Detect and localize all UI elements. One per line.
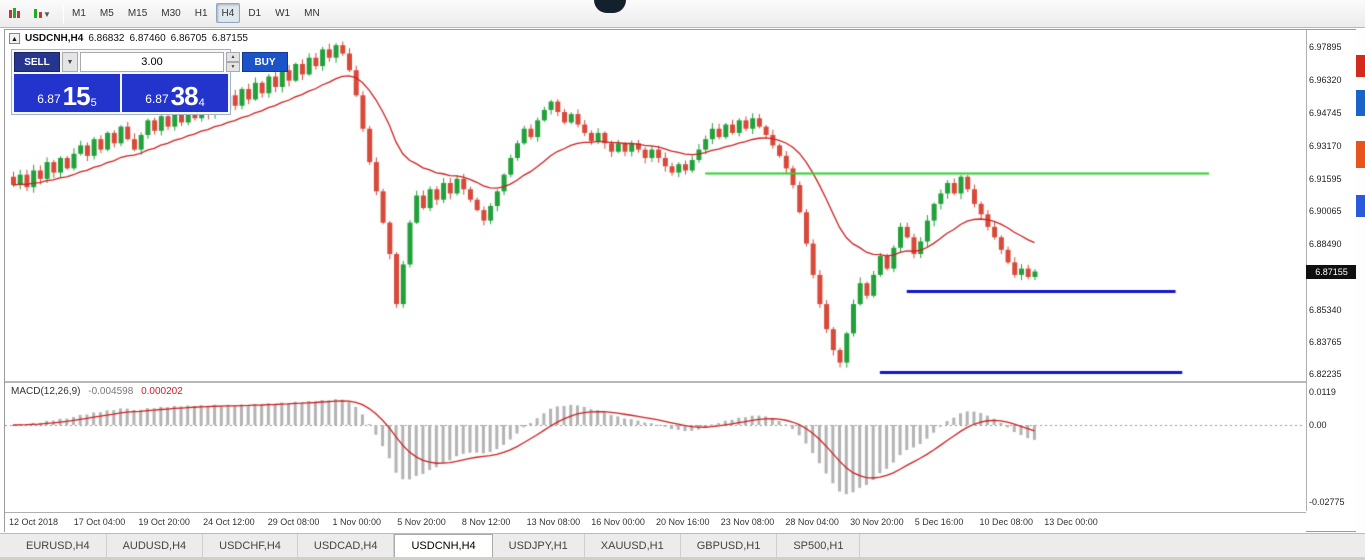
tab-gbpusd-h1[interactable]: GBPUSD,H1: [681, 534, 778, 557]
macd-name: MACD(12,26,9): [11, 386, 81, 397]
volume-stepper: ▲ ▼: [226, 52, 240, 72]
time-axis-label: 23 Nov 08:00: [720, 517, 775, 527]
timeframe-button-h1[interactable]: H1: [194, 7, 208, 19]
symbol-name: USDCNH,H4: [25, 33, 84, 44]
price-axis-label: 6.90065: [1309, 205, 1342, 216]
blue-shortcut-icon[interactable]: [1356, 195, 1365, 217]
status-strip: [0, 557, 1365, 560]
time-axis-label: 29 Oct 08:00: [267, 517, 320, 527]
one-click-toggle-icon[interactable]: ▲: [9, 33, 20, 44]
timeframe-button-mn[interactable]: MN: [304, 7, 320, 19]
time-axis-label: 13 Dec 00:00: [1044, 517, 1098, 527]
one-click-trading-panel: SELL ▼ ▲ ▼ BUY 6.87 15 5 6.87 38 4: [11, 49, 288, 115]
tab-usdcnh-h4[interactable]: USDCNH,H4: [394, 534, 493, 557]
macd-value-signal: 0.000202: [141, 386, 183, 397]
sell-price-prefix: 6.87: [37, 92, 61, 106]
time-axis-label: 5 Nov 20:00: [397, 517, 446, 527]
timeframe-button-d1[interactable]: D1: [248, 7, 262, 19]
ohlc-open: 6.86832: [88, 33, 125, 44]
volume-input[interactable]: [80, 52, 224, 72]
chevron-down-icon: ▼: [43, 9, 51, 19]
time-axis-label: 1 Nov 00:00: [332, 517, 382, 527]
buy-price-pip: 4: [198, 97, 205, 109]
tab-usdchf-h4[interactable]: USDCHF,H4: [203, 534, 298, 557]
macd-axis-label: 0.0119: [1309, 386, 1336, 397]
tab-usdcad-h4[interactable]: USDCAD,H4: [298, 534, 395, 557]
chart-window-icon[interactable]: [3, 3, 25, 25]
ohlc-low: 6.86705: [170, 33, 207, 44]
price-axis-label: 6.93170: [1309, 141, 1342, 152]
current-price-badge: 6.87155: [1306, 264, 1357, 279]
red-shortcut-icon[interactable]: [1356, 55, 1365, 77]
tab-eurusd-h4[interactable]: EURUSD,H4: [10, 534, 107, 557]
macd-indicator-chart[interactable]: [5, 383, 1305, 511]
price-axis-label: 6.97895: [1309, 42, 1342, 53]
macd-label: MACD(12,26,9) -0.004598 0.000202: [11, 386, 183, 397]
orange-shortcut-icon[interactable]: [1356, 141, 1365, 168]
chart-window-usdcnh: ▲ USDCNH,H4 6.86832 6.87460 6.86705 6.87…: [4, 29, 1357, 532]
objects-palette-button[interactable]: ▼: [27, 3, 57, 25]
time-axis-label: 19 Oct 20:00: [138, 517, 190, 527]
sell-button[interactable]: SELL: [14, 52, 60, 72]
time-axis-label: 5 Dec 16:00: [914, 517, 964, 527]
sell-quote-button[interactable]: 6.87 15 5: [14, 74, 120, 112]
desktop-icon-strip: [1356, 29, 1365, 533]
time-axis-label: 20 Nov 16:00: [656, 517, 710, 527]
macd-axis-label: 0.00: [1309, 420, 1327, 430]
time-axis-label: 30 Nov 20:00: [850, 517, 904, 527]
palette-icon: [33, 8, 45, 20]
volume-down-icon[interactable]: ▼: [226, 62, 240, 72]
background-window-artifact: [594, 0, 626, 13]
timeframe-button-m5[interactable]: M5: [99, 7, 114, 19]
tab-audusd-h4[interactable]: AUDUSD,H4: [107, 534, 204, 557]
macd-axis-label: -0.02775: [1309, 497, 1345, 508]
time-axis-label: 8 Nov 12:00: [461, 517, 511, 527]
price-axis-label: 6.91595: [1309, 173, 1342, 184]
time-axis-label: 24 Oct 12:00: [203, 517, 255, 527]
panel-separator[interactable]: [5, 381, 1306, 383]
timeframe-button-m30[interactable]: M30: [161, 7, 181, 19]
time-axis-label: 28 Nov 04:00: [785, 517, 839, 527]
price-axis-label: 6.96320: [1309, 75, 1342, 86]
sell-price-pip: 5: [90, 97, 97, 109]
blue-e-shortcut-icon[interactable]: [1356, 90, 1365, 116]
macd-value-main: -0.004598: [88, 386, 134, 397]
volume-dropdown-button[interactable]: ▼: [62, 52, 78, 72]
time-axis-label: 13 Nov 08:00: [526, 517, 581, 527]
timeframe-button-m1[interactable]: M1: [72, 7, 86, 19]
top-toolbar: ▼ M1 M5 M15 M30 H1 H4 D1 W1 MN: [0, 0, 1365, 28]
candlestick-icon: [8, 8, 20, 20]
volume-up-icon[interactable]: ▲: [226, 52, 240, 62]
price-axis-label: 6.94745: [1309, 108, 1342, 119]
buy-price-prefix: 6.87: [145, 92, 169, 106]
timeframe-button-w1[interactable]: W1: [275, 7, 291, 19]
chart-tab-bar: EURUSD,H4 AUDUSD,H4 USDCHF,H4 USDCAD,H4 USDC…: [0, 533, 1365, 557]
timeframe-button-m15[interactable]: M15: [127, 7, 148, 19]
symbol-info-bar: ▲ USDCNH,H4 6.86832 6.87460 6.86705 6.87…: [9, 33, 248, 44]
tab-xauusd-h1[interactable]: XAUUSD,H1: [585, 534, 681, 557]
tab-sp500-h1[interactable]: SP500,H1: [777, 534, 861, 557]
ohlc-close: 6.87155: [211, 33, 248, 44]
time-axis-label: 10 Dec 08:00: [979, 517, 1034, 527]
time-axis-label: 16 Nov 00:00: [591, 517, 645, 527]
price-axis-label: 6.88490: [1309, 238, 1342, 249]
timeframe-bar: M1 M5 M15 M30 H1 H4 D1 W1 MN: [66, 3, 326, 23]
time-axis[interactable]: 12 Oct 2018 17 Oct 04:00 19 Oct 20:00 24 Oc…: [5, 512, 1306, 532]
time-axis-label: 17 Oct 04:00: [73, 517, 126, 527]
price-axis-label: 6.82235: [1309, 369, 1342, 380]
price-axis-label: 6.83765: [1309, 337, 1342, 348]
buy-button[interactable]: BUY: [242, 52, 288, 72]
timeframe-button-h4[interactable]: H4: [215, 3, 241, 23]
time-axis-label: 12 Oct 2018: [9, 517, 59, 527]
sell-price-big: 15: [62, 81, 91, 111]
tab-usdjpy-h1[interactable]: USDJPY,H1: [493, 534, 585, 557]
ohlc-high: 6.87460: [129, 33, 166, 44]
buy-quote-button[interactable]: 6.87 38 4: [122, 74, 228, 112]
buy-price-big: 38: [170, 81, 199, 111]
price-axis-label: 6.85340: [1309, 304, 1342, 315]
toolbar-separator: [63, 4, 64, 24]
